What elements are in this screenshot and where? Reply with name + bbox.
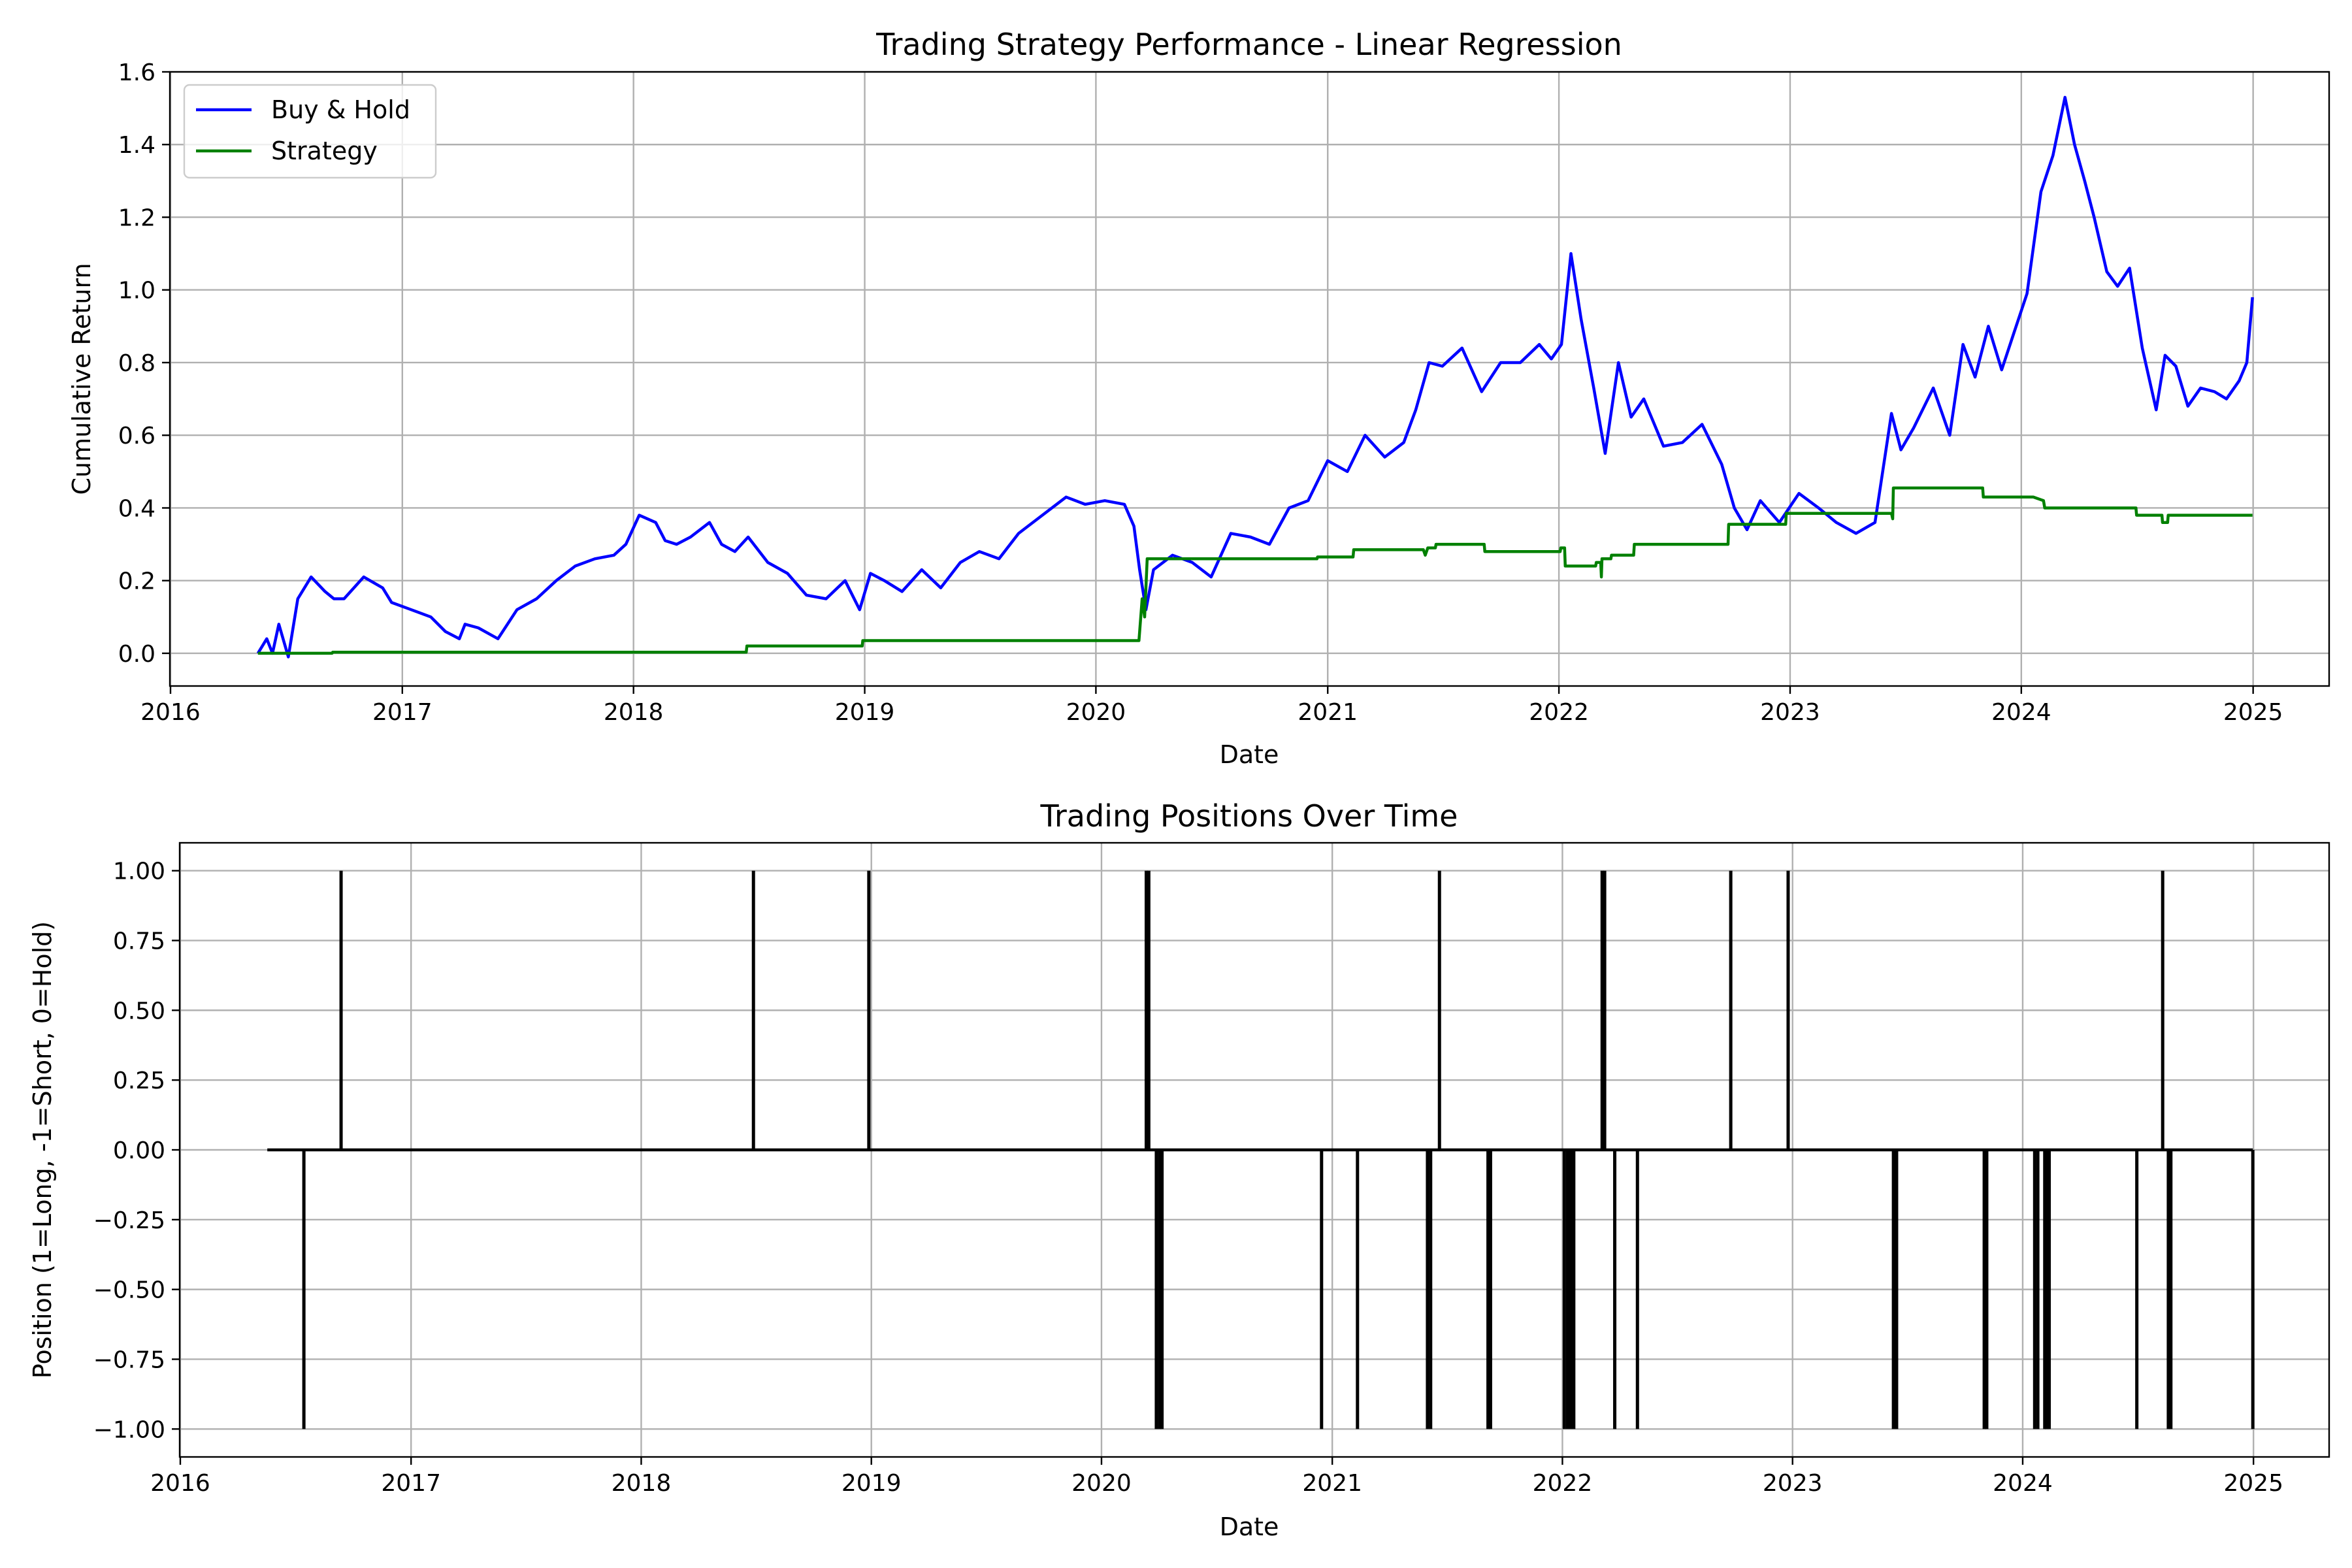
performance-y-tick-label: 0.6	[118, 423, 155, 449]
positions-y-tick-label: 1.00	[113, 858, 165, 885]
performance-x-tick-label: 2025	[2223, 699, 2283, 726]
positions-chart: 2016 2017 2018 2019 2020 2021 2022 2023 2024 2025…	[28, 798, 2330, 1541]
performance-y-tick-label: 0.0	[118, 641, 155, 668]
positions-x-tick-label: 2017	[381, 1470, 441, 1497]
legend: Buy & Hold Strategy	[183, 84, 437, 179]
positions-ticks: 2016 2017 2018 2019 2020 2021 2022 2023 2024 2025…	[93, 858, 2283, 1497]
positions-x-label: Date	[1220, 1512, 1279, 1541]
performance-chart: 2016 2017 2018 2019 2020 2021 2022 2023 2024 2025…	[67, 27, 2330, 769]
positions-x-tick-label: 2018	[612, 1470, 672, 1497]
positions-x-tick-label: 2022	[1533, 1470, 1593, 1497]
performance-ticks: 2016 2017 2018 2019 2020 2021 2022 2023 2024 2025…	[118, 59, 2283, 726]
performance-x-tick-label: 2019	[835, 699, 895, 726]
series-line-strategy	[257, 486, 2253, 655]
positions-x-tick-label: 2020	[1071, 1470, 1132, 1497]
positions-y-tick-label: −1.00	[93, 1416, 165, 1443]
legend-label-buy-hold: Buy & Hold	[271, 95, 410, 124]
performance-x-tick-label: 2016	[140, 699, 201, 726]
positions-x-tick-label: 2019	[841, 1470, 902, 1497]
performance-y-tick-label: 0.4	[118, 495, 155, 522]
positions-y-label: Position (1=Long, -1=Short, 0=Hold)	[28, 921, 57, 1379]
performance-y-tick-label: 1.4	[118, 132, 155, 159]
positions-x-tick-label: 2024	[1993, 1470, 2053, 1497]
positions-y-tick-label: −0.50	[93, 1277, 165, 1304]
performance-x-tick-label: 2023	[1760, 699, 1820, 726]
series-line-buy-hold	[256, 95, 2254, 659]
performance-y-tick-label: 1.6	[118, 59, 155, 86]
performance-y-label: Cumulative Return	[67, 263, 96, 495]
positions-y-tick-label: 0.25	[113, 1068, 165, 1094]
positions-y-tick-label: 0.50	[113, 998, 165, 1024]
legend-label-strategy: Strategy	[271, 137, 378, 165]
performance-x-tick-label: 2024	[1991, 699, 2051, 726]
performance-x-tick-label: 2017	[372, 699, 433, 726]
performance-x-tick-label: 2022	[1529, 699, 1589, 726]
performance-y-tick-label: 0.2	[118, 568, 155, 595]
positions-y-tick-label: 0.75	[113, 928, 165, 955]
legend-box	[183, 84, 437, 179]
performance-x-tick-label: 2021	[1298, 699, 1358, 726]
performance-title: Trading Strategy Performance - Linear Re…	[875, 27, 1622, 62]
positions-x-tick-label: 2016	[150, 1470, 210, 1497]
positions-x-tick-label: 2023	[1763, 1470, 1823, 1497]
performance-y-tick-label: 1.2	[118, 204, 155, 231]
performance-x-tick-label: 2020	[1066, 699, 1126, 726]
positions-y-tick-label: −0.75	[93, 1347, 165, 1373]
positions-series	[267, 870, 2255, 1429]
positions-x-tick-label: 2021	[1302, 1470, 1362, 1497]
performance-plot-frame	[169, 71, 2330, 687]
positions-y-tick-label: 0.00	[113, 1137, 165, 1164]
positions-y-tick-label: −0.25	[93, 1207, 165, 1234]
performance-y-tick-label: 1.0	[118, 278, 155, 304]
positions-x-tick-label: 2025	[2223, 1470, 2283, 1497]
performance-series	[256, 95, 2254, 659]
positions-title: Trading Positions Over Time	[1040, 798, 1458, 834]
performance-x-tick-label: 2018	[604, 699, 664, 726]
performance-y-tick-label: 0.8	[118, 350, 155, 377]
performance-x-label: Date	[1220, 740, 1279, 769]
